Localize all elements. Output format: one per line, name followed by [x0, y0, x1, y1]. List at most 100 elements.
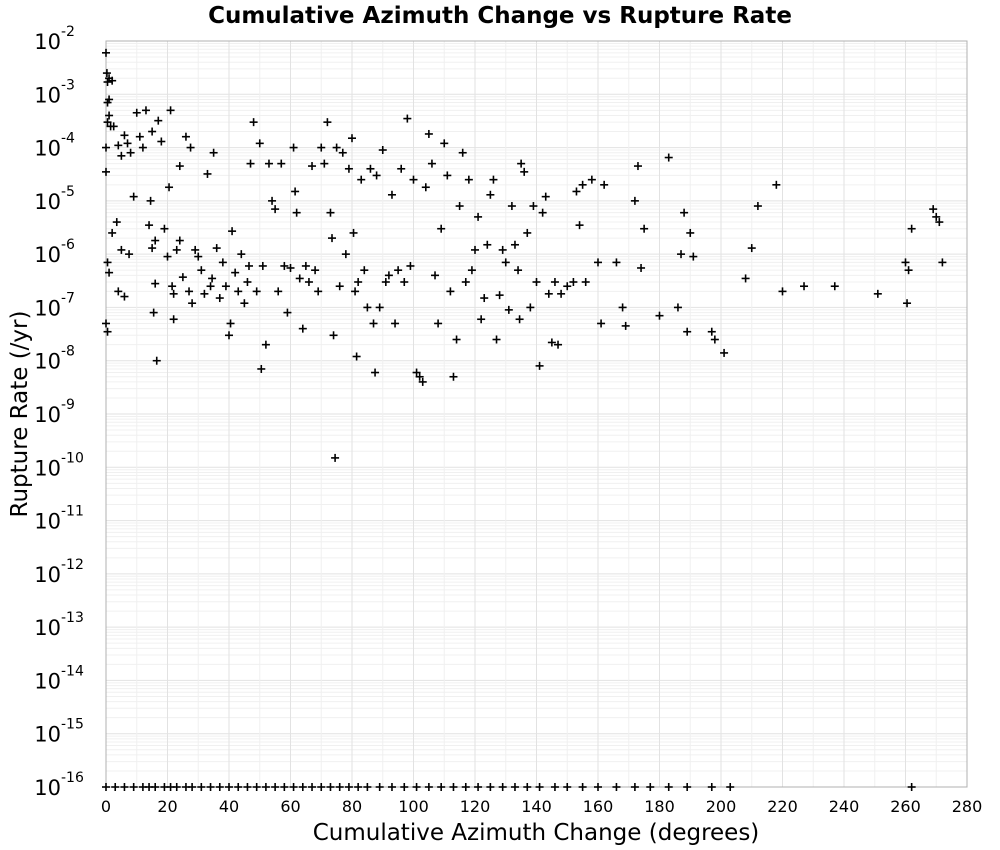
- data-point: [440, 139, 449, 148]
- data-point: [255, 139, 264, 148]
- data-point: [114, 141, 123, 150]
- data-point: [141, 106, 150, 115]
- data-point: [720, 348, 729, 357]
- data-point: [240, 299, 249, 308]
- data-point: [102, 69, 111, 78]
- data-point: [683, 783, 692, 791]
- data-point: [348, 134, 356, 143]
- x-tick-label: 100: [398, 797, 429, 816]
- data-point: [125, 250, 134, 259]
- data-point: [323, 118, 332, 127]
- y-axis-label: Rupture Rate (/yr): [7, 311, 33, 518]
- data-point: [369, 319, 378, 328]
- data-point: [135, 132, 144, 141]
- data-point: [683, 327, 692, 336]
- data-point: [237, 250, 246, 259]
- data-point: [437, 783, 446, 791]
- data-point: [149, 308, 158, 317]
- data-point: [424, 783, 433, 791]
- y-tick-exponent: -16: [61, 770, 84, 786]
- data-point: [105, 111, 114, 120]
- x-tick-label: 140: [521, 797, 552, 816]
- data-point: [901, 258, 910, 267]
- data-point: [108, 76, 117, 85]
- data-point: [354, 783, 363, 791]
- data-point: [215, 294, 224, 303]
- data-point: [464, 175, 473, 184]
- data-point: [314, 287, 323, 296]
- data-point: [492, 335, 501, 344]
- data-point: [600, 180, 609, 189]
- data-point: [117, 245, 126, 254]
- data-point: [328, 234, 337, 243]
- data-point: [800, 282, 809, 291]
- x-tick-label: 200: [706, 797, 737, 816]
- data-point: [283, 308, 292, 317]
- data-point: [103, 78, 112, 87]
- y-tick-label: 10: [34, 456, 61, 480]
- y-tick-label: 10: [34, 776, 61, 800]
- data-point: [935, 218, 944, 227]
- y-tick-label: 10: [34, 350, 61, 374]
- data-point: [181, 132, 190, 141]
- grid: [105, 40, 968, 788]
- data-point: [510, 240, 519, 249]
- data-point: [544, 289, 553, 298]
- data-point: [646, 783, 655, 791]
- y-tick-exponent: -5: [61, 184, 75, 200]
- data-point: [168, 282, 177, 291]
- data-point: [197, 783, 206, 791]
- data-point: [594, 783, 602, 791]
- data-point: [431, 271, 440, 280]
- y-tick-label: 10: [34, 510, 61, 534]
- data-point: [394, 266, 403, 275]
- data-point: [308, 162, 317, 171]
- data-point: [357, 175, 366, 184]
- data-point: [391, 319, 400, 328]
- data-point: [707, 327, 716, 336]
- data-point: [160, 224, 169, 233]
- y-tick-exponent: -9: [61, 397, 75, 413]
- data-point: [498, 783, 507, 791]
- x-tick-label: 20: [157, 797, 177, 816]
- data-point: [461, 278, 470, 287]
- data-point: [120, 292, 129, 301]
- y-tick-exponent: -11: [61, 504, 84, 520]
- y-tick-exponent: -10: [61, 450, 84, 466]
- data-point: [221, 282, 230, 291]
- data-point: [151, 279, 160, 288]
- data-point: [486, 783, 495, 791]
- data-point: [372, 171, 381, 180]
- data-point: [412, 368, 421, 377]
- data-point: [726, 783, 735, 791]
- data-point: [349, 228, 358, 237]
- data-point: [257, 364, 266, 373]
- data-point: [458, 148, 467, 157]
- data-point: [498, 245, 507, 254]
- data-point: [424, 129, 433, 138]
- data-point: [332, 143, 341, 152]
- data-point: [120, 783, 129, 791]
- data-point: [449, 372, 458, 381]
- data-point: [532, 278, 541, 287]
- data-point: [612, 783, 621, 791]
- x-tick-label: 120: [460, 797, 491, 816]
- data-point: [371, 368, 380, 377]
- data-point: [597, 319, 606, 328]
- data-point: [640, 224, 649, 233]
- data-point: [209, 148, 218, 157]
- data-point: [486, 190, 495, 199]
- data-point: [387, 783, 396, 791]
- data-point: [246, 159, 255, 168]
- y-tick-label: 10: [34, 137, 61, 161]
- x-tick-label: 260: [890, 797, 921, 816]
- data-point: [418, 377, 427, 386]
- data-point: [741, 274, 750, 283]
- data-point: [103, 118, 112, 127]
- data-point: [366, 164, 375, 173]
- data-point: [360, 266, 369, 275]
- data-point: [188, 299, 197, 308]
- data-point: [178, 273, 187, 282]
- y-tick-label: 10: [34, 723, 61, 747]
- data-point: [103, 258, 112, 267]
